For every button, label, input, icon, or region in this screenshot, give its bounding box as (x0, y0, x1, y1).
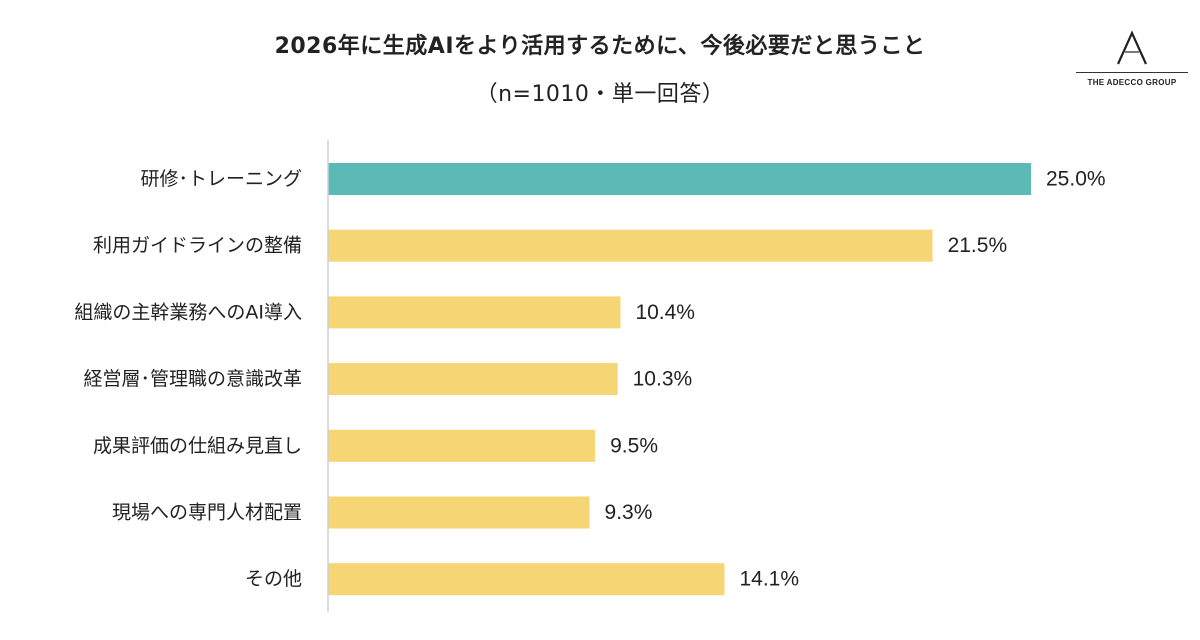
bar (328, 363, 618, 396)
bar (328, 563, 725, 596)
value-label: 9.3% (605, 501, 653, 524)
category-label: 成果評価の仕組み見直し (93, 435, 302, 457)
category-label: 現場への専門人材配置 (112, 502, 302, 524)
chart-title: 2026年に生成AIをより活用するために、今後必要だと思うこと (274, 34, 926, 59)
logo-text: THE ADECCO GROUP (1087, 78, 1177, 87)
bar (328, 296, 621, 329)
bar (328, 429, 596, 462)
category-label: 経営層･管理職の意識改革 (83, 368, 302, 390)
category-label: 利用ガイドラインの整備 (93, 235, 302, 257)
value-label: 10.4% (635, 301, 695, 324)
adecco-a-icon (1116, 30, 1148, 65)
bar (328, 163, 1031, 195)
value-label: 21.5% (948, 234, 1008, 257)
category-label: その他 (245, 568, 302, 590)
bars-layer: 研修･トレーニング 25.0% 利用ガイドラインの整備 21.5% 組織の主幹業務へのA… (74, 163, 1106, 596)
category-label: 組織の主幹業務へのAI導入 (74, 301, 302, 323)
value-label: 9.5% (610, 434, 658, 457)
bar (328, 496, 590, 529)
value-label: 14.1% (739, 568, 799, 591)
value-label: 25.0% (1046, 168, 1106, 191)
category-label: 研修･トレーニング (140, 168, 302, 190)
logo-divider (1076, 72, 1188, 73)
bar (328, 229, 933, 262)
brand-logo: THE ADECCO GROUP (1076, 30, 1188, 94)
chart-subtitle: （n=1010・単一回答） (475, 82, 725, 107)
value-label: 10.3% (633, 368, 693, 391)
